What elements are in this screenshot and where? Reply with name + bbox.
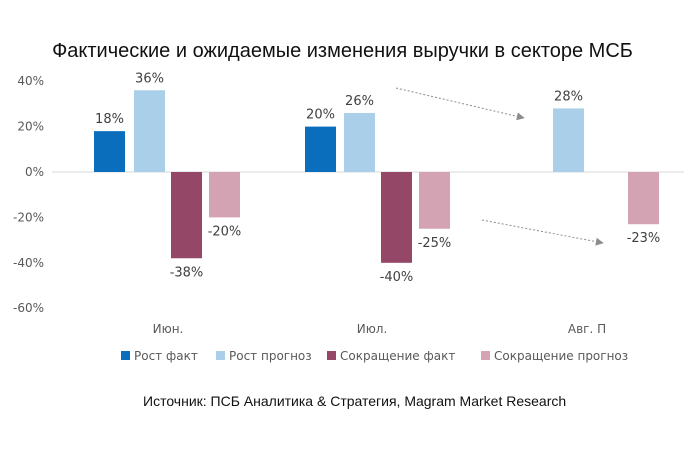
data-label: -40% (380, 270, 414, 285)
data-label: 18% (95, 112, 124, 127)
x-category-label: Июл. (357, 322, 388, 336)
data-label: -20% (208, 224, 242, 239)
legend-label-2: Рост прогноз (229, 349, 312, 363)
y-tick-label: -60% (13, 301, 44, 315)
bar-4-1 (209, 172, 240, 218)
bar-2-2 (344, 112, 375, 172)
bar-3-1 (171, 172, 202, 259)
legend-label-4: Сокращение прогноз (494, 349, 628, 363)
y-tick-label: -20% (13, 210, 44, 224)
bar-4-3 (628, 172, 659, 225)
x-category-label: Июн. (153, 322, 184, 336)
bar-1-2 (305, 126, 336, 172)
chart-title: Фактические и ожидаемые изменения выручк… (52, 40, 633, 62)
legend-swatch-2 (216, 351, 225, 360)
bar-4-2 (419, 172, 450, 229)
bar-2-1 (134, 90, 165, 172)
data-label: -38% (170, 265, 204, 280)
legend-swatch-3 (327, 351, 336, 360)
y-tick-label: 20% (17, 120, 44, 134)
chart-source: Источник: ПСБ Аналитика & Стратегия, Mag… (143, 393, 567, 409)
data-label: -25% (418, 236, 452, 251)
y-tick-label: 0% (25, 165, 44, 179)
legend-label-3: Сокращение факт (340, 349, 455, 363)
trend-arrow-growth (395, 87, 525, 121)
bar-3-2 (381, 172, 412, 263)
data-label: 36% (135, 71, 164, 86)
data-label: -23% (627, 231, 661, 246)
y-tick-label: -40% (13, 256, 44, 270)
bar-2-3 (553, 108, 584, 172)
legend-label-1: Рост факт (134, 349, 198, 363)
data-label: 28% (554, 89, 583, 104)
legend-swatch-4 (481, 351, 490, 360)
data-label: 26% (345, 94, 374, 109)
data-label: 20% (306, 108, 335, 123)
x-category-label: Авг. П (568, 322, 606, 336)
legend-swatch-1 (121, 351, 130, 360)
bar-1-1 (94, 131, 125, 172)
trend-arrow-decline (481, 219, 604, 246)
y-tick-label: 40% (17, 74, 44, 88)
